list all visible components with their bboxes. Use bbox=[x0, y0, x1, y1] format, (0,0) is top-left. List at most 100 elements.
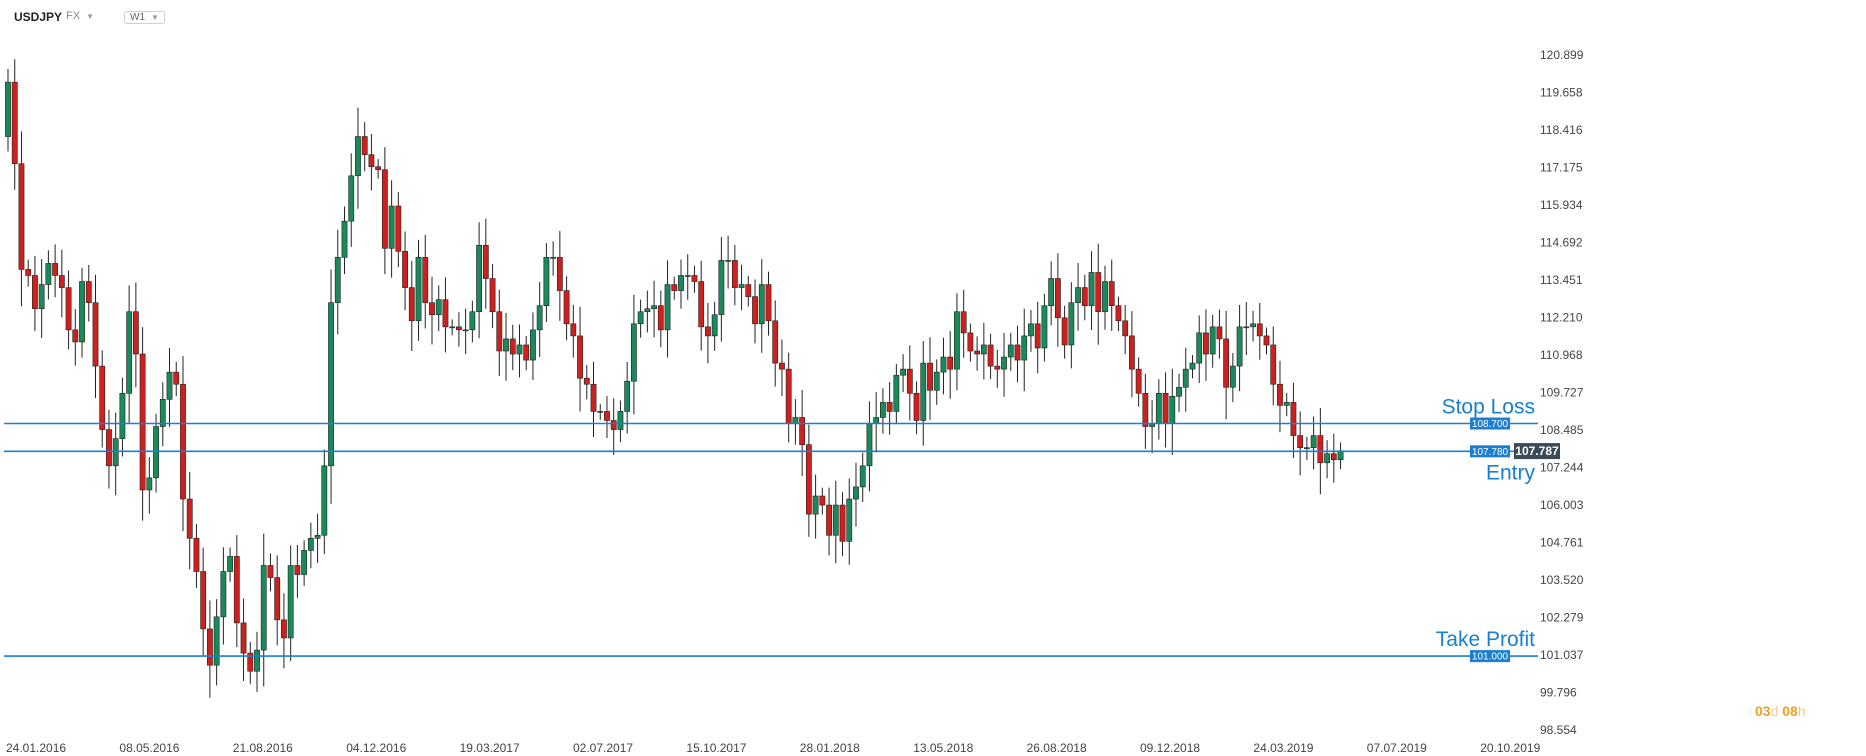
timeframe-selector[interactable]: W1 ▼ bbox=[124, 11, 165, 24]
candle-body bbox=[509, 338, 516, 355]
candle-body bbox=[994, 365, 1001, 370]
candle-body bbox=[873, 417, 880, 424]
level-price-tag bbox=[1470, 445, 1510, 458]
x-tick-label: 24.01.2016 bbox=[6, 741, 66, 755]
candle-body bbox=[1048, 278, 1055, 306]
candle-body bbox=[85, 281, 92, 303]
candle-body bbox=[126, 311, 133, 394]
candle-body bbox=[65, 287, 72, 331]
candle-body bbox=[402, 251, 408, 288]
candle-body bbox=[1095, 272, 1102, 313]
candle-body bbox=[1196, 332, 1203, 364]
candle-body bbox=[859, 465, 866, 488]
candle-body bbox=[1034, 323, 1041, 349]
level-price-tag-text: 101.000 bbox=[1472, 652, 1509, 663]
candle-body bbox=[954, 311, 960, 370]
candle-body bbox=[186, 498, 193, 539]
candle-body bbox=[913, 393, 920, 421]
candle-body bbox=[429, 302, 435, 316]
candle-body bbox=[718, 260, 725, 316]
candle-body bbox=[624, 380, 631, 412]
candle-body bbox=[1182, 368, 1189, 388]
candle-body bbox=[590, 383, 597, 412]
candle-body bbox=[570, 323, 577, 337]
candle-body bbox=[1088, 272, 1095, 306]
x-tick-label: 24.03.2019 bbox=[1253, 741, 1313, 755]
x-tick-label: 13.05.2018 bbox=[913, 741, 973, 755]
candle-body bbox=[220, 571, 227, 618]
candle-body bbox=[1068, 302, 1075, 346]
candle-body bbox=[799, 417, 806, 445]
candle-body bbox=[543, 257, 550, 306]
candle-body bbox=[610, 420, 617, 430]
candle-body bbox=[738, 284, 745, 288]
candle-body bbox=[1324, 453, 1330, 464]
y-tick-label: 114.692 bbox=[1540, 236, 1583, 250]
candle-body bbox=[281, 619, 287, 639]
candle-body bbox=[321, 465, 328, 536]
candle-body bbox=[1075, 287, 1081, 303]
level-price-tag bbox=[1470, 417, 1510, 430]
candle-body bbox=[583, 377, 590, 385]
candle-body bbox=[577, 335, 583, 379]
candle-body bbox=[1041, 305, 1048, 349]
y-tick-label: 108.485 bbox=[1540, 423, 1584, 437]
candle-body bbox=[1236, 326, 1243, 367]
candle-body bbox=[435, 299, 442, 316]
candle-body bbox=[45, 263, 52, 285]
candle-body bbox=[1223, 338, 1230, 388]
candle-body bbox=[960, 311, 967, 334]
y-tick-label: 102.279 bbox=[1540, 610, 1584, 624]
y-tick-label: 99.796 bbox=[1540, 685, 1577, 699]
candle-body bbox=[72, 329, 79, 343]
y-tick-label: 120.899 bbox=[1540, 48, 1584, 62]
candle-body bbox=[1122, 320, 1129, 337]
candle-body bbox=[240, 622, 247, 654]
candle-body bbox=[879, 402, 886, 418]
candle-body bbox=[1310, 435, 1317, 448]
candle-body bbox=[1250, 323, 1256, 328]
y-tick-label: 112.210 bbox=[1540, 310, 1583, 324]
candle-body bbox=[388, 205, 395, 249]
candle-body bbox=[1007, 344, 1014, 358]
candle-body bbox=[839, 504, 846, 542]
candle-body bbox=[287, 565, 294, 639]
candle-body bbox=[375, 166, 382, 171]
candle-body bbox=[933, 371, 940, 391]
candle-body bbox=[328, 302, 334, 467]
candle-body bbox=[1297, 435, 1304, 448]
candle-body bbox=[38, 284, 45, 310]
candle-body bbox=[1155, 393, 1162, 424]
candle-body bbox=[1102, 281, 1108, 313]
candle-body bbox=[456, 326, 462, 331]
candle-body bbox=[523, 344, 530, 361]
symbol-label: USDJPY bbox=[14, 10, 63, 24]
candle-body bbox=[866, 423, 873, 467]
candle-body bbox=[832, 504, 839, 536]
candle-body bbox=[947, 356, 954, 370]
candle-body bbox=[408, 287, 415, 322]
candle-body bbox=[482, 244, 489, 279]
candle-body bbox=[664, 284, 671, 331]
candle-body bbox=[1021, 335, 1028, 361]
candle-body bbox=[260, 565, 267, 651]
candle-body bbox=[974, 350, 981, 355]
candle-body bbox=[381, 169, 388, 249]
y-tick-label: 98.554 bbox=[1540, 723, 1577, 737]
candle-body bbox=[503, 338, 509, 352]
y-tick-label: 106.003 bbox=[1540, 498, 1584, 512]
candle-body bbox=[200, 571, 207, 630]
candle-body bbox=[651, 305, 657, 310]
candle-body bbox=[779, 362, 785, 370]
candle-body bbox=[987, 344, 994, 367]
candle-body bbox=[449, 326, 456, 329]
candle-body bbox=[630, 323, 637, 382]
candle-body bbox=[227, 556, 233, 572]
candle-body bbox=[711, 314, 718, 337]
candle-body bbox=[1162, 393, 1169, 424]
candle-body bbox=[1283, 402, 1290, 406]
market-selector[interactable]: FX ▼ bbox=[66, 10, 94, 22]
candle-body bbox=[691, 275, 698, 282]
candle-body bbox=[166, 371, 173, 400]
